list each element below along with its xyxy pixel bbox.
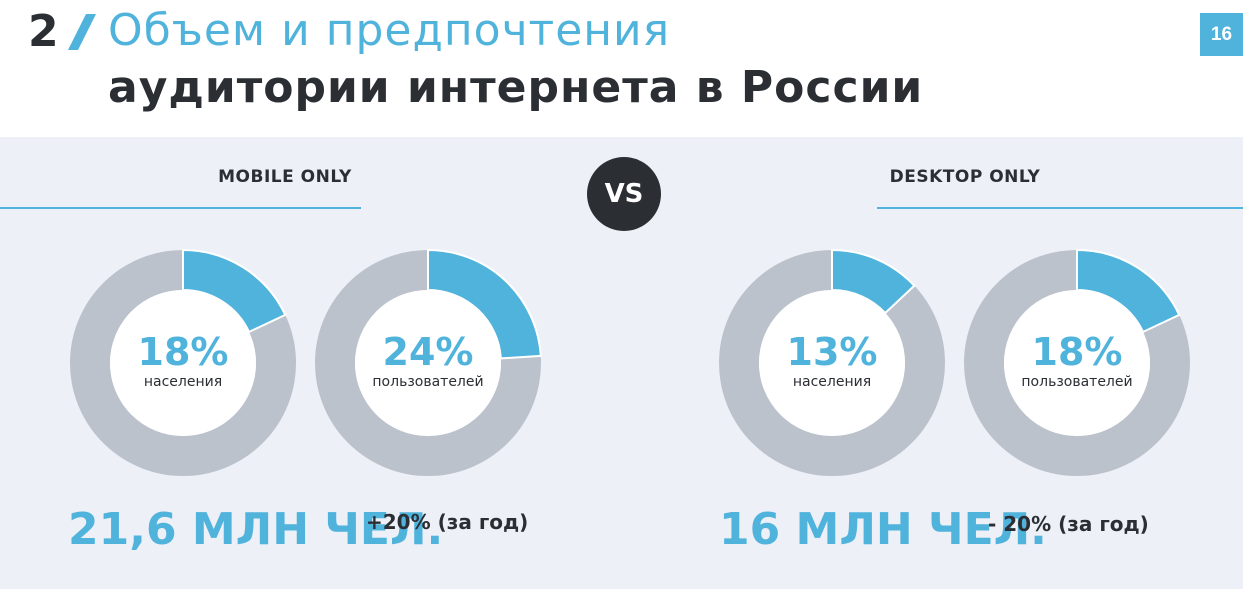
donut-caption: населения — [144, 374, 222, 390]
donut-chart: 18%пользователей — [964, 248, 1190, 476]
vs-badge: VS — [587, 157, 661, 231]
change-mobile: +20% (за год) — [366, 510, 529, 534]
section-number: 2 — [28, 6, 59, 57]
segment-label-desktop: DESKTOP ONLY — [889, 167, 1041, 187]
total-desktop: 16 МЛН ЧЕЛ. — [719, 504, 1047, 555]
donut-caption: пользователей — [372, 374, 483, 390]
segment-label-mobile: MOBILE ONLY — [218, 167, 352, 187]
page-title: Объем и предпочтения — [108, 5, 671, 56]
page-subtitle: аудитории интернета в России — [108, 62, 924, 113]
donut-chart: 18%населения — [70, 248, 296, 476]
change-desktop: - 20% (за год) — [988, 512, 1149, 536]
slash-icon — [68, 14, 96, 50]
donut-center — [759, 290, 905, 436]
donut-caption: населения — [793, 374, 871, 390]
donut-value-label: 13% — [787, 330, 878, 374]
donut-center — [355, 290, 501, 436]
divider-desktop — [877, 207, 1243, 209]
donut-chart: 24%пользователей — [315, 248, 542, 476]
donut-center — [110, 290, 256, 436]
donut-caption: пользователей — [1021, 374, 1132, 390]
total-mobile: 21,6 МЛН ЧЕЛ. — [68, 504, 444, 555]
donut-center — [1004, 290, 1150, 436]
donut-value-label: 18% — [138, 330, 229, 374]
donut-chart: 13%населения — [719, 248, 945, 476]
divider-mobile — [0, 207, 361, 209]
donut-value-slice — [427, 248, 542, 360]
page-number-badge: 16 — [1200, 13, 1243, 56]
donut-value-label: 18% — [1032, 330, 1123, 374]
donut-value-label: 24% — [383, 330, 474, 374]
